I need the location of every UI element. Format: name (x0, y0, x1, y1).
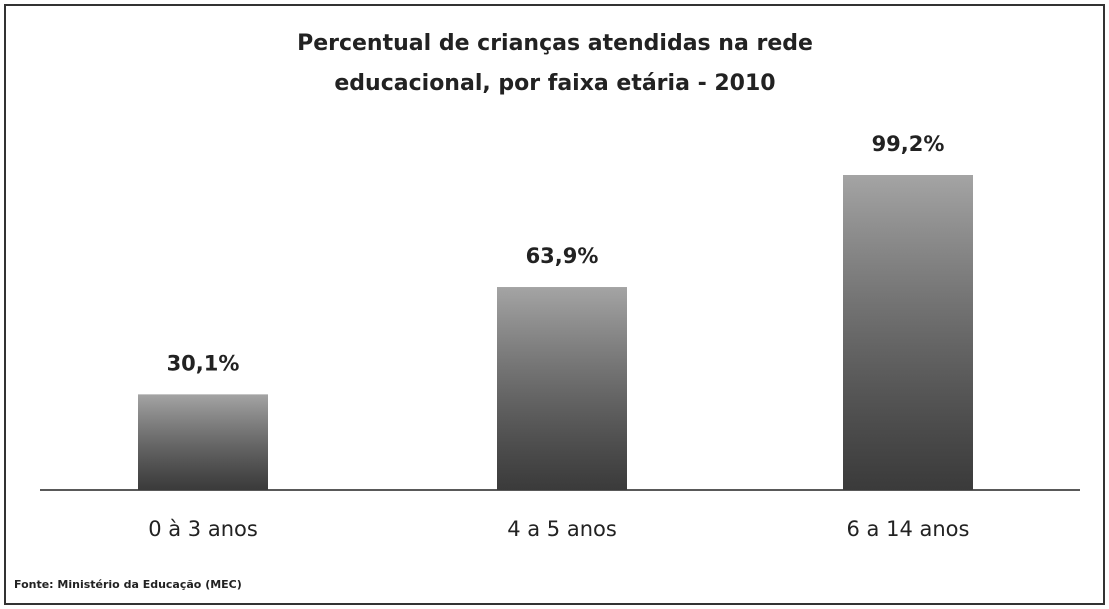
value-label: 30,1% (167, 351, 240, 375)
bar-shade (138, 394, 268, 490)
bar-shade (497, 287, 627, 490)
x-tick-label: 4 a 5 anos (507, 517, 617, 541)
frame (4, 4, 1105, 605)
chart-title: Percentual de crianças atendidas na rede… (297, 31, 813, 96)
value-label: 63,9% (526, 244, 599, 268)
value-label: 99,2% (872, 132, 945, 156)
bar-shade (843, 175, 973, 490)
x-tick-label: 0 à 3 anos (148, 517, 258, 541)
x-tick-label: 6 a 14 anos (847, 517, 970, 541)
source-note: Fonte: Ministério da Educação (MEC) (14, 578, 242, 591)
